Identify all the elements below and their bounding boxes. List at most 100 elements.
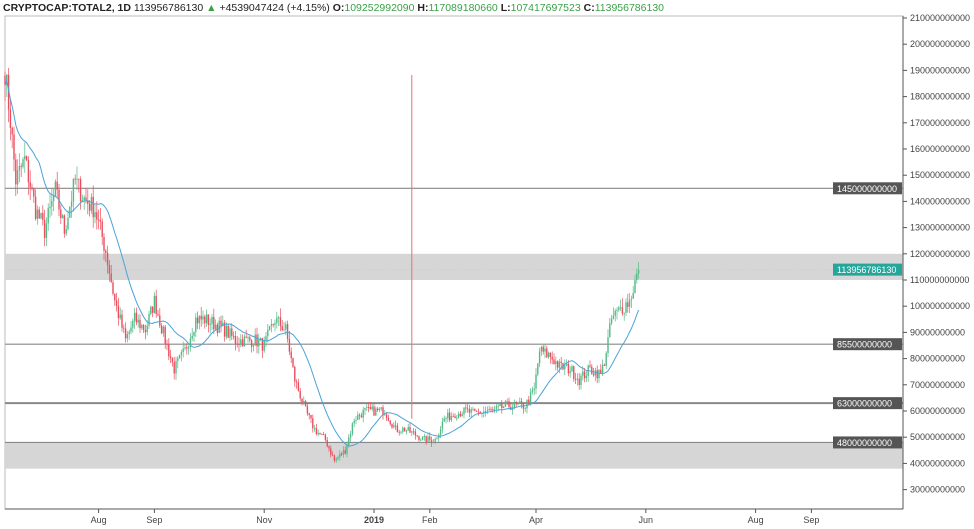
candle [472,408,474,410]
candle [423,436,426,437]
candle [225,325,228,337]
candle [211,316,213,324]
candle [214,324,217,330]
candle [400,431,402,433]
candle [407,427,409,431]
candle [229,328,231,338]
candle [227,325,229,338]
candle [114,293,116,301]
candle [61,215,64,218]
candle [205,314,208,324]
moving-average-line [4,78,640,447]
zone-band [5,442,903,469]
candle [607,337,609,353]
candle [592,373,595,376]
candle [636,273,638,281]
candle [387,417,390,421]
candle [292,358,294,367]
candle [198,315,201,324]
candle [501,403,503,409]
candle [63,215,66,234]
candle [600,369,602,374]
candle [142,325,145,331]
candles [4,67,640,463]
candle [549,352,552,357]
candle [538,351,541,364]
candle [492,409,494,411]
candle [175,360,177,374]
candle [411,431,413,433]
candle [569,371,571,374]
candle [461,414,463,417]
candle [474,408,476,411]
candle [553,359,555,365]
candle [349,433,352,438]
candle [193,331,195,336]
candle [232,335,235,337]
candle [141,325,143,329]
candle [546,348,548,358]
candle [119,314,121,319]
candle [456,417,458,419]
candle [22,159,24,167]
candle [130,327,132,332]
candle [547,352,550,358]
candle [573,366,575,380]
x-tick-label: Nov [256,515,273,525]
candle [493,408,496,410]
candle [222,322,224,326]
candle [25,156,28,161]
candle [398,431,400,433]
candle [502,406,505,409]
candle [465,407,467,409]
candle [139,319,141,329]
candle [67,217,69,230]
candle [596,370,598,379]
candle [367,407,370,408]
candle [533,388,535,391]
candle [558,361,561,368]
candle [459,413,462,417]
candle [380,407,382,409]
price-change: +4539047424 (+4.15%) [219,2,330,14]
candle [9,109,12,128]
candle [40,213,42,219]
candle [389,420,391,424]
candle [45,223,48,238]
candle [556,361,559,368]
candle [74,178,76,180]
candle [234,336,237,344]
y-tick-label: 40000000000 [910,458,965,468]
candle [463,407,465,415]
candle [531,390,534,393]
candle [78,178,80,180]
candle [385,414,388,418]
y-tick-label: 60000000000 [910,406,965,416]
symbol-legend: CRYPTOCAP:TOTAL2, 1D 113956786130 ▲ +453… [3,2,664,14]
candle [101,221,103,237]
candle [364,407,366,410]
candle [524,408,526,410]
x-tick-label: Aug [91,515,107,525]
candle [42,213,44,220]
candle [605,352,607,366]
candle [87,200,89,204]
candle [396,425,399,432]
candle [124,328,127,339]
symbol-title[interactable]: CRYPTOCAP:TOTAL2, 1D [3,2,131,14]
candle [513,402,516,408]
candle [169,356,172,359]
candle [414,431,417,436]
candle [384,414,386,416]
candle [412,431,415,433]
candle [126,334,129,339]
candle [571,366,573,372]
candle [616,309,618,311]
level-price-label-bg [833,182,902,195]
candle [312,418,314,429]
candle [117,305,120,319]
candle [33,187,35,197]
candle [38,209,40,219]
